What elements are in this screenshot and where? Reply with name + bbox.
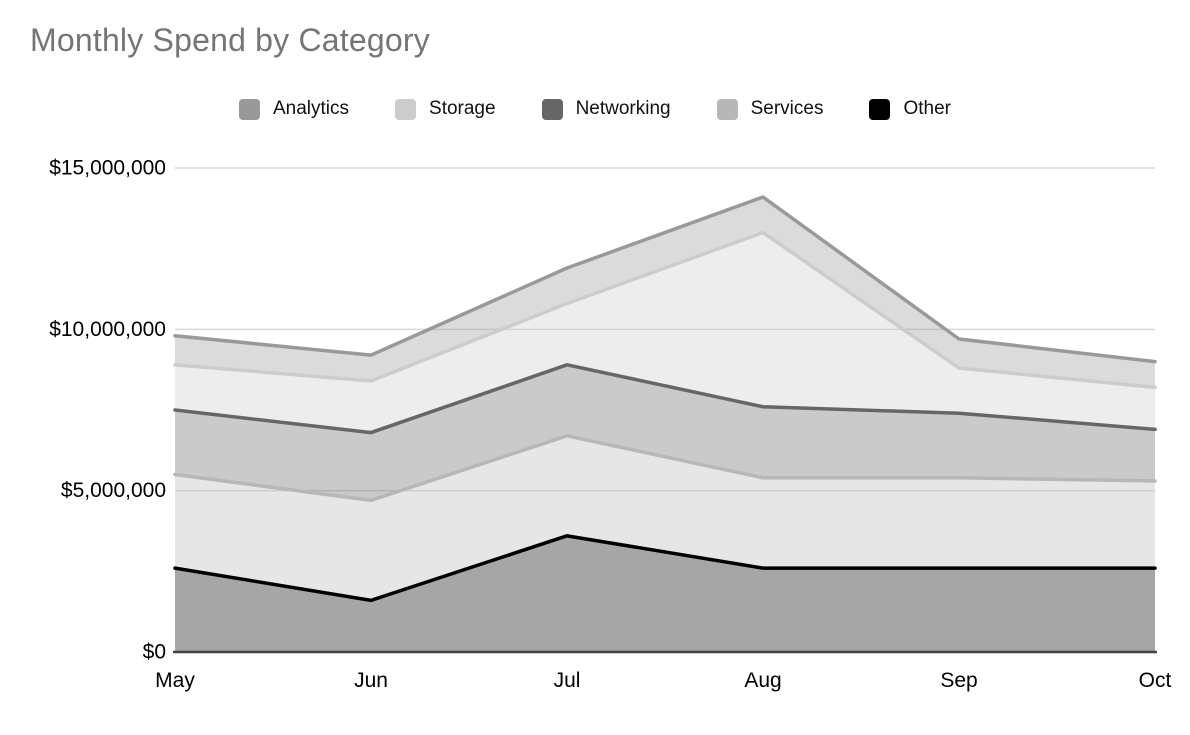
legend-swatch-services [716, 98, 738, 120]
y-tick-label: $10,000,000 [49, 318, 166, 341]
legend-label: Other [903, 98, 951, 119]
x-tick-label: Jun [354, 669, 388, 692]
legend-item-networking: Networking [541, 98, 671, 120]
x-tick-label: Jul [554, 669, 581, 692]
legend-item-analytics: Analytics [238, 98, 350, 120]
series-line-storage [173, 230, 1157, 390]
legend-label: Storage [429, 98, 496, 119]
legend-label: Services [750, 98, 824, 119]
area-analytics [175, 197, 1155, 388]
legend-swatch-networking [541, 98, 563, 120]
legend-label: Networking [575, 98, 671, 119]
series-line-analytics [173, 195, 1157, 364]
legend-label: Analytics [272, 98, 350, 119]
x-tick-label: Sep [940, 669, 977, 692]
area-other [175, 535, 1155, 652]
legend-item-other: Other [869, 98, 951, 120]
chart-title: Monthly Spend by Category [30, 22, 430, 58]
legend-swatch-other [869, 98, 891, 120]
y-tick-label: $0 [143, 641, 166, 664]
legend-swatch-analytics [238, 98, 260, 120]
legend-item-storage: Storage [395, 98, 496, 120]
area-networking [175, 364, 1155, 501]
x-tick-label: Aug [744, 669, 781, 692]
legend-item-services: Services [716, 98, 824, 120]
legend: Analytics Storage Networking Services Other [0, 98, 1190, 120]
area-services [175, 435, 1155, 601]
legend-swatch-storage [395, 98, 417, 120]
series-line-networking [173, 363, 1157, 435]
series-line-other [173, 534, 1157, 603]
x-tick-label: Oct [1139, 669, 1172, 692]
y-tick-label: $5,000,000 [61, 479, 166, 502]
area-storage [175, 232, 1155, 433]
x-tick-label: May [155, 669, 195, 692]
y-tick-label: $15,000,000 [49, 157, 166, 180]
series-line-services [173, 434, 1157, 503]
